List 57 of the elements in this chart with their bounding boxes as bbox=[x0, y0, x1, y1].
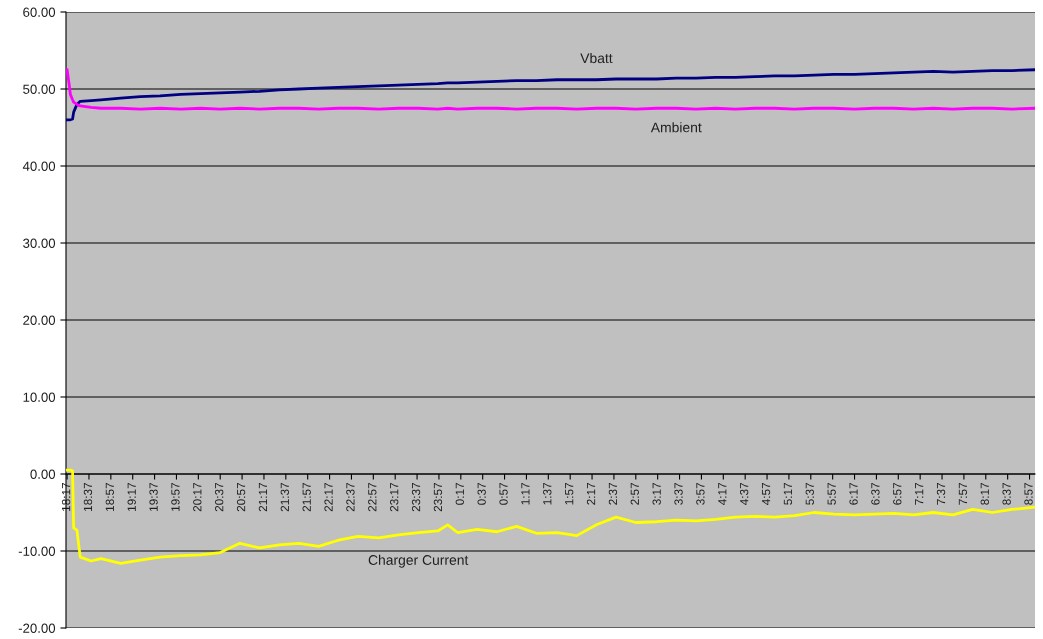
x-tick-label: 23:17 bbox=[390, 482, 399, 512]
x-tick-label: 0:57 bbox=[499, 482, 508, 505]
x-tick-label: 3:37 bbox=[674, 482, 683, 505]
x-tick-label: 20:57 bbox=[236, 482, 246, 512]
x-tick-label: 23:37 bbox=[411, 482, 421, 512]
x-tick-label: 5:57 bbox=[827, 482, 836, 505]
x-tick-label: 5:17 bbox=[783, 482, 793, 505]
x-tick-label: 21:17 bbox=[258, 482, 268, 512]
x-tick-label: 2:17 bbox=[586, 482, 596, 505]
x-tick-label: 7:37 bbox=[936, 482, 946, 505]
x-tick-label: 6:17 bbox=[849, 482, 858, 505]
y-tick-label: 50.00 bbox=[23, 84, 56, 94]
y-tick-label: 30.00 bbox=[23, 238, 56, 248]
y-tick-label: -20.00 bbox=[18, 623, 56, 633]
y-tick-label: 20.00 bbox=[23, 315, 56, 325]
y-tick-label: 60.00 bbox=[23, 7, 56, 17]
x-tick-label: 19:17 bbox=[127, 482, 136, 511]
x-tick-label: 21:57 bbox=[302, 482, 311, 512]
x-tick-label: 2:57 bbox=[630, 482, 639, 505]
series-label: Ambient bbox=[650, 122, 702, 133]
x-tick-label: 8:17 bbox=[980, 482, 989, 505]
x-tick-label: 8:57 bbox=[1024, 482, 1033, 505]
x-tick-label: 4:57 bbox=[761, 482, 771, 506]
series-label: Vbatt bbox=[580, 52, 613, 64]
y-tick-label: -10.00 bbox=[18, 546, 56, 556]
x-tick-label: 0:37 bbox=[477, 482, 486, 505]
x-tick-label: 1:57 bbox=[565, 482, 574, 505]
x-tick-label: 22:37 bbox=[346, 482, 355, 512]
x-tick-label: 8:37 bbox=[1002, 482, 1011, 505]
x-tick-label: 18:17 bbox=[61, 482, 71, 511]
y-tick-label: 40.00 bbox=[22, 161, 56, 171]
x-tick-label: 7:17 bbox=[915, 482, 924, 505]
x-tick-label: 1:17 bbox=[521, 482, 530, 505]
x-tick-label: 6:57 bbox=[893, 482, 902, 505]
x-tick-label: 21:37 bbox=[280, 482, 289, 512]
x-tick-label: 19:37 bbox=[149, 482, 158, 511]
x-tick-label: 4:37 bbox=[739, 482, 749, 506]
x-tick-label: 1:37 bbox=[543, 482, 552, 505]
x-tick-label: 5:37 bbox=[805, 482, 814, 505]
x-tick-label: 23:57 bbox=[433, 482, 443, 512]
x-tick-label: 7:57 bbox=[958, 482, 968, 505]
x-tick-label: 22:57 bbox=[368, 482, 377, 512]
y-tick-label: 0.00 bbox=[30, 469, 56, 479]
x-tick-label: 4:17 bbox=[718, 482, 727, 506]
x-tick-label: 0:17 bbox=[455, 482, 464, 505]
x-tick-label: 19:57 bbox=[171, 482, 180, 511]
x-tick-label: 20:17 bbox=[193, 482, 202, 512]
x-tick-label: 18:57 bbox=[105, 482, 115, 511]
x-tick-label: 2:37 bbox=[608, 482, 618, 505]
x-tick-label: 20:37 bbox=[215, 482, 224, 512]
x-tick-label: 18:37 bbox=[83, 482, 93, 511]
y-tick-label: 10.00 bbox=[23, 392, 56, 402]
x-tick-label: 3:57 bbox=[696, 482, 705, 505]
x-tick-label: 22:17 bbox=[324, 482, 333, 512]
series-label: Charger Current bbox=[368, 554, 469, 568]
x-tick-label: 3:17 bbox=[652, 482, 661, 505]
x-tick-label: 6:37 bbox=[871, 482, 880, 505]
